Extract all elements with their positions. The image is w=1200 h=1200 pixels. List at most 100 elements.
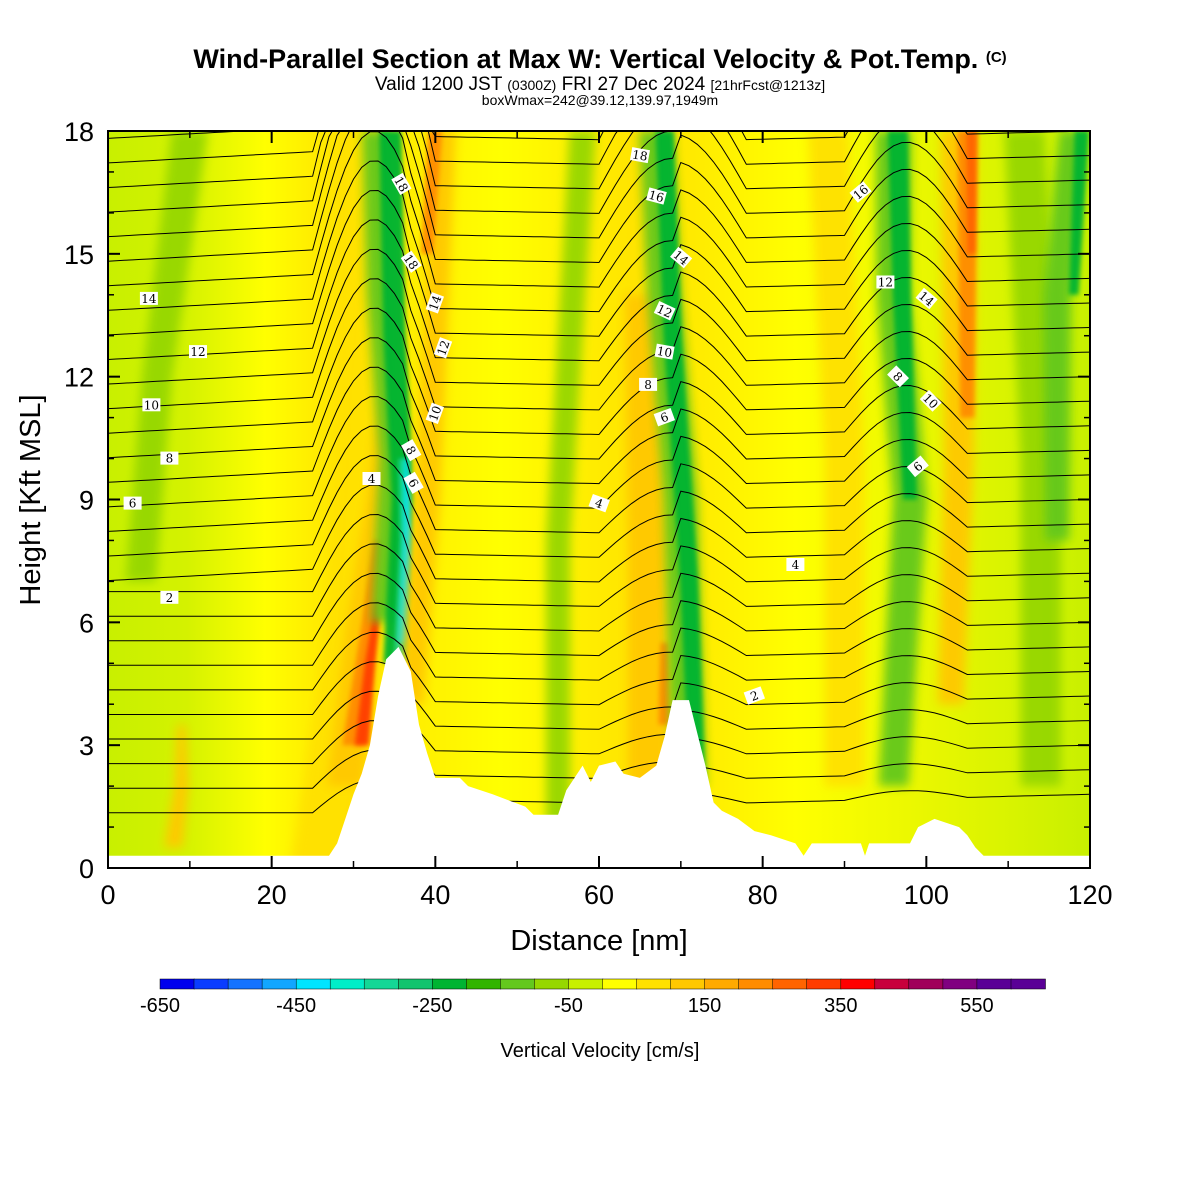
y-tick-label: 6 (79, 608, 94, 638)
colorbar-swatch (704, 978, 740, 990)
contour-label-text: 2 (166, 591, 174, 605)
x-tick-label: 20 (257, 880, 287, 910)
contour-label-text: 12 (190, 345, 205, 359)
velocity-band-14 (546, 131, 596, 868)
x-tick-label: 40 (420, 880, 450, 910)
colorbar-swatch (670, 978, 706, 990)
colorbar-swatch (295, 978, 331, 990)
contour-label-19: 8 (639, 377, 658, 392)
colorbar-swatch (772, 978, 808, 990)
isentrope-9 (108, 513, 1090, 607)
colorbar-swatch (363, 978, 399, 990)
colorbar-swatch (908, 978, 944, 990)
x-tick-label: 0 (100, 880, 115, 910)
contour-label-6: 6 (403, 471, 424, 494)
y-tick-label: 15 (64, 240, 94, 270)
chart-title: Wind-Parallel Section at Max W: Vertical… (0, 44, 1200, 75)
valid-prefix: Valid 1200 JST (374, 74, 502, 95)
contour-label-text: 12 (434, 338, 452, 357)
isentrope-12 (108, 425, 1090, 534)
isentrope-23 (108, 131, 1090, 264)
x-axis-title: Distance [nm] (510, 925, 687, 957)
y-tick-label: 12 (64, 363, 94, 393)
colorbar-swatch (466, 978, 502, 990)
y-tick-label: 3 (79, 731, 94, 761)
y-axis-title: Height [Kft MSL] (15, 394, 47, 605)
y-tick-label: 9 (79, 486, 94, 516)
contour-label-29: 6 (906, 455, 929, 478)
isentrope-26 (108, 131, 1090, 190)
valid-time-line: Valid 1200 JST (0300Z) FRI 27 Dec 2024 [… (0, 74, 1200, 96)
colorbar-swatch (261, 978, 297, 990)
x-tick-label: 120 (1067, 880, 1112, 910)
isentrope-17 (108, 278, 1090, 411)
colorbar-swatch (398, 978, 434, 990)
contour-label-18: 10 (654, 343, 675, 360)
colorbar-tick-label: 150 (688, 995, 721, 1017)
isentrope-15 (108, 337, 1090, 460)
contour-label-4: 10 (425, 402, 444, 425)
velocity-band-13 (655, 131, 706, 787)
isentrope-7 (108, 572, 1090, 657)
contour-label-14: 18 (629, 147, 650, 164)
colorbar-swatch (738, 978, 774, 990)
contour-label-text: 16 (647, 188, 665, 205)
contour-label-22: 4 (786, 558, 805, 572)
colorbar-swatch (500, 978, 536, 990)
contour-label-20: 6 (653, 407, 676, 427)
contour-label-text: 12 (878, 276, 893, 290)
colorbar-tick-label: 550 (960, 995, 993, 1017)
box-info: boxWmax=242@39.12,139.97,1949m (481, 92, 719, 108)
colorbar-tick-label: -50 (554, 995, 583, 1017)
colorbar-swatch (636, 978, 672, 990)
contour-label-text: 4 (792, 558, 800, 572)
contour-label-text: 14 (141, 292, 157, 306)
contour-label-text: 10 (144, 398, 159, 412)
plot-area: 1818141210864141210862181614121086442161… (108, 131, 1090, 868)
contour-label-text: 8 (644, 378, 652, 392)
velocity-band-15 (808, 131, 865, 787)
velocity-band-17 (887, 131, 917, 500)
colorbar-swatch (568, 978, 604, 990)
x-tick-label: 80 (748, 880, 778, 910)
contour-label-3: 12 (433, 337, 453, 359)
contour-label-text: 6 (659, 410, 671, 426)
isentrope-16 (108, 307, 1090, 436)
x-tick-label: 100 (904, 880, 949, 910)
colorbar-swatch (942, 978, 978, 990)
contour-label-23: 2 (743, 686, 766, 705)
contour-label-text: 18 (391, 174, 411, 194)
contour-label-10: 10 (142, 398, 161, 412)
isentrope-10 (108, 484, 1090, 583)
colorbar-swatch (193, 978, 229, 990)
forecast-info: [21hrFcst@1213z] (710, 77, 826, 93)
isentrope-19 (108, 219, 1090, 362)
contour-label-7: 4 (362, 472, 381, 486)
colorbar-tick-label: -650 (140, 995, 180, 1017)
colorbar-swatch (806, 978, 842, 990)
isentrope-18 (108, 248, 1090, 386)
y-tick-label: 18 (64, 117, 94, 147)
isentrope-21 (108, 160, 1090, 313)
colorbar-swatch (874, 978, 910, 990)
velocity-band-20 (966, 131, 977, 254)
valid-utc: (0300Z) (507, 77, 557, 93)
colorbar-swatch (159, 978, 195, 990)
contour-label-17: 12 (653, 301, 676, 321)
isentrope-25 (108, 131, 1090, 214)
contour-label-5: 8 (401, 439, 422, 462)
isentrope-24 (108, 131, 1090, 239)
contour-label-text: 6 (129, 497, 137, 511)
colorbar-swatch (227, 978, 263, 990)
isentrope-22 (108, 131, 1090, 288)
contour-label-0: 18 (391, 172, 412, 195)
contour-label-12: 6 (123, 496, 142, 511)
isentrope-8 (108, 543, 1090, 632)
isentrope-20 (108, 189, 1090, 337)
contour-label-text: 10 (656, 344, 673, 360)
contour-label-27: 8 (887, 365, 910, 388)
contour-label-2: 14 (425, 292, 445, 314)
colorbar-swatch (840, 978, 876, 990)
colorbar-swatch (534, 978, 570, 990)
